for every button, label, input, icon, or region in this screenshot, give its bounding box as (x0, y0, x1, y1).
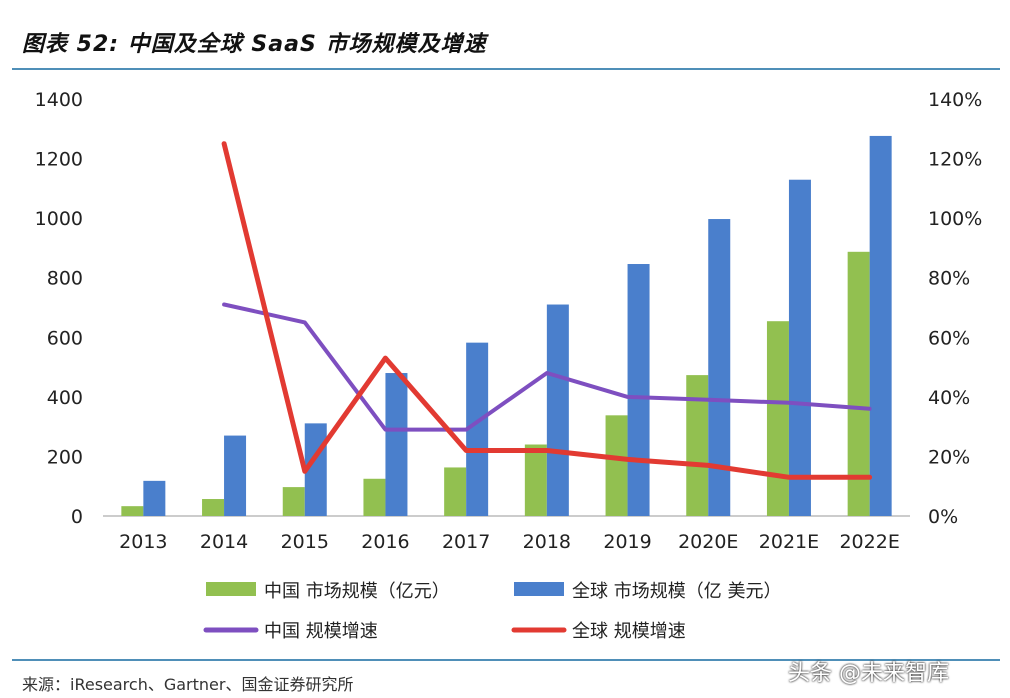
x-tick-label: 2013 (119, 531, 167, 553)
figure-title: 图表 52: 中国及全球 SaaS 市场规模及增速 (22, 26, 486, 58)
legend-label: 全球 市场规模（亿 美元） (572, 581, 781, 602)
global-bar (466, 342, 489, 516)
china-bar (524, 444, 547, 516)
right-tick-label: 40% (928, 387, 970, 409)
legend-label: 中国 规模增速 (264, 621, 378, 642)
x-tick-label: 2014 (200, 531, 248, 553)
source-note: 来源：iResearch、Gartner、国金证券研究所 (22, 675, 354, 694)
china-bar (444, 467, 467, 516)
bars (121, 135, 892, 517)
left-tick-label: 800 (47, 268, 83, 290)
global-bar (385, 373, 408, 516)
x-tick-label: 2021E (759, 531, 819, 553)
global-bar (546, 304, 569, 516)
china-growth-line (222, 302, 872, 432)
x-axis: 2013 2014 2015 2016 2017 2018 2019 2020E 2021E 20… (119, 531, 900, 553)
left-tick-label: 1400 (35, 89, 83, 111)
global-growth-line (221, 141, 873, 480)
left-tick-label: 1000 (35, 208, 83, 230)
legend-global-size: 全球 市场规模（亿 美元） (514, 581, 781, 602)
x-tick-label: 2017 (442, 531, 490, 553)
legend-global-growth: 全球 规模增速 (511, 621, 686, 642)
left-tick-label: 1200 (35, 149, 83, 171)
china-bar (686, 375, 709, 516)
china-bar (766, 321, 789, 516)
china-bar (202, 499, 225, 516)
right-tick-label: 80% (928, 268, 970, 290)
right-axis: 0% 20% 40% 60% 80% 100% 120% 140% (928, 89, 982, 528)
left-tick-label: 600 (47, 327, 83, 349)
left-axis: 0 200 400 600 800 1000 1200 1400 (35, 89, 83, 528)
x-tick-label: 2020E (678, 531, 738, 553)
figure-label: 图表 52: (22, 32, 120, 57)
legend-label: 全球 规模增速 (572, 621, 686, 642)
right-tick-label: 120% (928, 149, 982, 171)
right-tick-label: 100% (928, 208, 982, 230)
legend-china-growth: 中国 规模增速 (203, 621, 378, 642)
global-bar (788, 179, 811, 516)
left-tick-label: 200 (47, 446, 83, 468)
global-bar (143, 480, 166, 516)
x-tick-label: 2018 (523, 531, 571, 553)
right-tick-label: 60% (928, 327, 970, 349)
legend-china-size: 中国 市场规模（亿元） (206, 581, 450, 602)
left-tick-label: 400 (47, 387, 83, 409)
watermark: 头条 @未来智库 (788, 661, 949, 686)
china-bar (282, 487, 305, 516)
legend: 中国 市场规模（亿元） 全球 市场规模（亿 美元） 中国 规模增速 全球 规模增速 (203, 581, 781, 642)
growth-lines (221, 141, 873, 480)
right-tick-label: 0% (928, 506, 958, 528)
left-tick-label: 0 (71, 506, 83, 528)
legend-swatch (206, 582, 256, 596)
china-bar (847, 251, 870, 516)
top-rule (12, 68, 1000, 70)
legend-swatch (514, 582, 564, 596)
x-tick-label: 2019 (603, 531, 651, 553)
x-tick-label: 2016 (361, 531, 409, 553)
global-bar (224, 435, 247, 516)
figure-title-text: 中国及全球 SaaS 市场规模及增速 (127, 32, 487, 57)
global-bar (627, 264, 650, 516)
global-bar (708, 219, 731, 516)
china-bar (363, 478, 386, 516)
legend-label: 中国 市场规模（亿元） (264, 581, 450, 602)
china-bar (121, 506, 144, 516)
right-tick-label: 20% (928, 446, 970, 468)
x-tick-label: 2015 (281, 531, 329, 553)
bottom-rule (12, 659, 1000, 661)
x-tick-label: 2022E (839, 531, 899, 553)
right-tick-label: 140% (928, 89, 982, 111)
china-bar (605, 415, 628, 516)
global-bar (869, 135, 892, 517)
